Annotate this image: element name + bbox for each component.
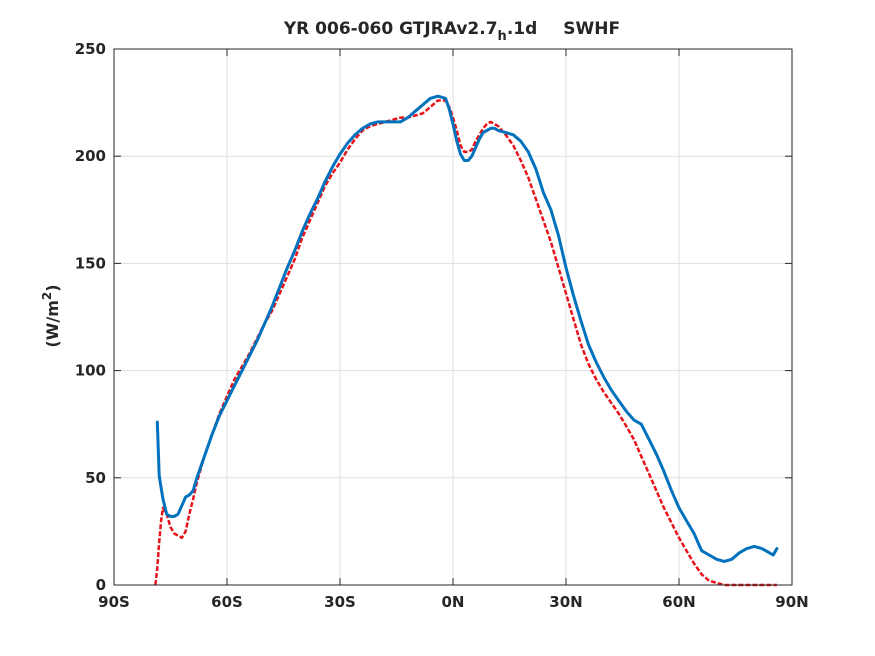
y-axis-ticks: 0 50 100 150 200 250 — [75, 40, 792, 594]
x-tick-label: 60N — [662, 593, 695, 611]
x-tick-label: 30S — [324, 593, 356, 611]
y-tick-label: 200 — [75, 147, 106, 165]
y-axis-label: (W/m2) — [40, 284, 62, 347]
x-axis-ticks: 90S 60S 30S 0N 30N 60N 90N — [98, 49, 809, 611]
series-line-2 — [154, 99, 777, 587]
x-tick-label: 0N — [442, 593, 465, 611]
grid-lines — [114, 49, 792, 585]
data-series — [154, 94, 779, 587]
y-tick-label: 0 — [96, 576, 106, 594]
y-tick-label: 50 — [85, 469, 106, 487]
y-tick-label: 150 — [75, 254, 106, 272]
x-tick-label: 60S — [211, 593, 243, 611]
x-tick-label: 90S — [98, 593, 130, 611]
y-tick-label: 100 — [75, 362, 106, 380]
x-tick-label: 90N — [775, 593, 808, 611]
y-tick-label: 250 — [75, 40, 106, 58]
series-line-1 — [155, 94, 779, 563]
x-tick-label: 30N — [549, 593, 582, 611]
chart-title: YR 006-060 GTJRAv2.7h.1d SWHF — [283, 19, 620, 44]
